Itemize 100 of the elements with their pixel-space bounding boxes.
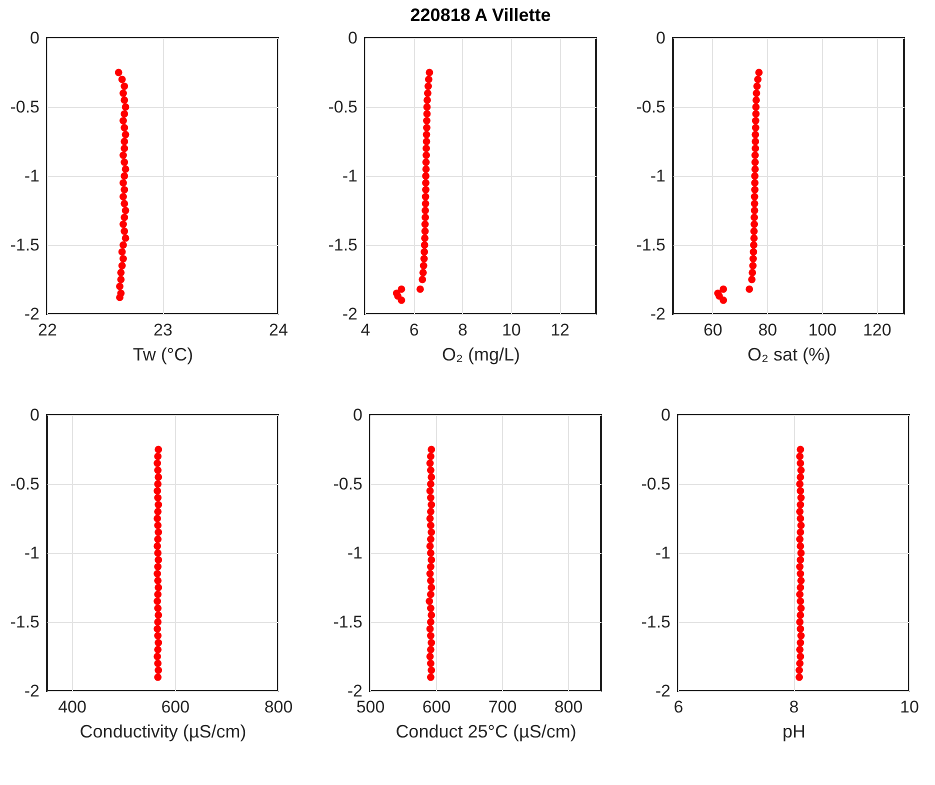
x-tick-label: 600: [161, 698, 190, 716]
point: [154, 508, 162, 516]
point: [751, 186, 759, 194]
x-tick-label: 23: [154, 320, 172, 340]
point: [423, 110, 431, 118]
point: [748, 276, 756, 284]
y-tick-label: -1: [24, 166, 40, 186]
y-tick-label: -2: [655, 682, 670, 700]
point: [120, 158, 128, 166]
point: [120, 241, 127, 249]
point: [424, 82, 432, 90]
point: [750, 206, 758, 214]
point: [118, 248, 126, 256]
point: [398, 285, 406, 293]
point: [154, 522, 162, 530]
point: [749, 255, 757, 262]
point: [154, 604, 162, 612]
y-tick-label: -1: [24, 544, 40, 562]
point: [750, 241, 758, 249]
point: [154, 452, 162, 460]
point: [154, 549, 162, 557]
point: [755, 68, 763, 76]
point: [116, 282, 124, 290]
point: [122, 130, 130, 138]
y-tick-label: -1.5: [641, 612, 670, 632]
point: [421, 234, 429, 242]
point: [154, 618, 162, 626]
point: [423, 103, 431, 111]
y-tick-label: -0.5: [641, 474, 670, 494]
point: [120, 90, 127, 97]
point: [752, 138, 760, 146]
point: [120, 179, 127, 187]
point: [746, 285, 754, 293]
y-tick-label: -1: [342, 166, 358, 186]
point: [154, 563, 162, 570]
point: [117, 276, 125, 284]
x-axis-title: O₂ sat (%): [748, 344, 830, 364]
x-tick-label: 800: [554, 698, 583, 716]
point: [120, 200, 128, 208]
point: [420, 255, 428, 262]
point: [154, 625, 162, 633]
point: [422, 179, 430, 187]
point: [752, 110, 760, 118]
x-tick-label: 8: [789, 698, 799, 716]
x-axis-title: O₂ (mg/L): [442, 344, 520, 364]
x-tick-label: 6: [409, 320, 419, 340]
point: [420, 248, 428, 256]
point: [120, 214, 128, 222]
y-tick-label: -1: [650, 166, 666, 186]
point: [154, 446, 162, 454]
y-tick-label: 0: [353, 406, 362, 424]
point: [752, 90, 760, 97]
point: [154, 514, 162, 522]
x-tick-label: 800: [264, 698, 293, 716]
point: [122, 103, 130, 111]
point: [122, 165, 130, 173]
point: [422, 152, 430, 159]
point: [120, 117, 127, 124]
point: [421, 228, 429, 235]
y-tick-label: -2: [650, 304, 666, 324]
y-tick-label: -1.5: [10, 612, 40, 632]
point: [748, 268, 756, 276]
point: [419, 268, 427, 276]
point: [120, 172, 128, 180]
point: [424, 90, 432, 97]
point: [154, 556, 162, 564]
x-tick-label: 6: [674, 698, 684, 716]
point: [423, 117, 430, 124]
x-tick-label: 400: [58, 698, 86, 716]
point: [754, 76, 762, 84]
point: [122, 234, 130, 242]
point: [750, 228, 758, 235]
point: [398, 296, 406, 304]
point: [154, 501, 162, 508]
point: [120, 96, 128, 104]
point: [120, 144, 128, 152]
point: [752, 96, 760, 104]
x-tick-label: 10: [502, 320, 521, 340]
x-tick-label: 100: [808, 320, 837, 340]
point: [154, 460, 162, 467]
y-tick-label: -2: [347, 682, 362, 700]
y-tick-label: -2: [24, 682, 40, 700]
x-tick-label: 12: [550, 320, 570, 340]
point: [422, 193, 430, 200]
point: [120, 152, 127, 159]
chart-title: 220818 A Villette: [410, 5, 551, 25]
point: [154, 536, 162, 543]
point: [751, 158, 759, 166]
point: [422, 186, 430, 194]
point: [154, 473, 162, 481]
y-tick-label: -0.5: [328, 98, 358, 116]
point: [422, 206, 430, 214]
y-tick-label: -0.5: [10, 98, 40, 116]
point: [114, 68, 122, 76]
y-tick-label: 0: [30, 406, 40, 424]
x-tick-label: 8: [458, 320, 468, 340]
point: [154, 666, 162, 674]
point: [421, 220, 429, 228]
x-tick-label: 80: [758, 320, 778, 340]
point: [422, 165, 430, 173]
